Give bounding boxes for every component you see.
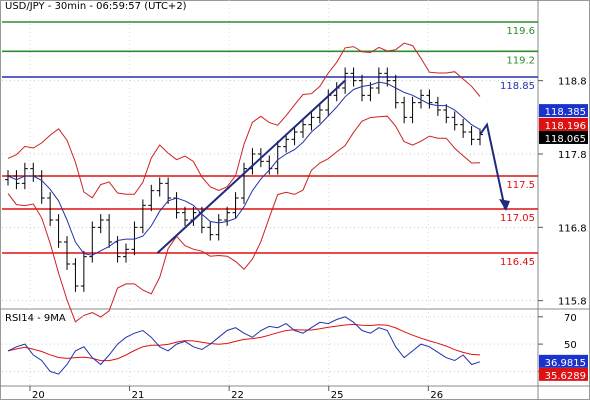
price-tag-118.065: 118.065 [545,134,586,145]
bollinger-upper-band [7,42,481,199]
price-tag-box-118.065 [539,130,588,144]
price-tag-box-118.196 [539,117,588,131]
level-label-117.05: 117.05 [500,213,535,224]
level-label-118.85: 118.85 [500,81,535,92]
time-tick-label: 20 [32,390,45,400]
price-tick-label: 117.8 [558,150,587,161]
rsi-tag-box-35.6289 [539,367,588,381]
rsi-tag-36.9815: 36.9815 [545,358,586,369]
forecast-arrow-head [499,199,510,211]
rsi-tick-label: 70 [564,313,577,324]
rsi-ma-line [7,323,481,362]
trendline [156,79,346,254]
price-tick-label: 116.8 [558,223,587,234]
bollinger-lower-band [7,115,481,323]
level-label-116.45: 116.45 [500,257,535,268]
time-tick-label: 21 [132,390,145,400]
rsi-line [7,316,481,375]
price-tick-label: 115.8 [558,297,587,308]
level-label-119.2: 119.2 [506,55,535,66]
forecast-arrow-line [479,122,506,210]
price-tag-118.385: 118.385 [545,107,586,118]
moving-average-line [7,81,481,256]
rsi-title: RSI14 - 9MA [5,313,66,324]
price-tag-118.196: 118.196 [545,121,586,132]
time-tick-label: 25 [331,390,344,400]
rsi-tag-35.6289: 35.6289 [545,371,586,382]
time-tick-label: 22 [231,390,244,400]
level-label-119.6: 119.6 [506,26,535,37]
level-label-117.5: 117.5 [506,180,535,191]
price-tag-box-118.385 [539,104,588,118]
price-tick-label: 118.8 [558,77,587,88]
chart-title: USD/JPY - 30min - 06:59:57 (UTC+2) [5,1,187,12]
rsi-tick-label: 50 [564,340,577,351]
time-tick-label: 26 [430,390,443,400]
rsi-tag-box-36.9815 [539,354,588,368]
